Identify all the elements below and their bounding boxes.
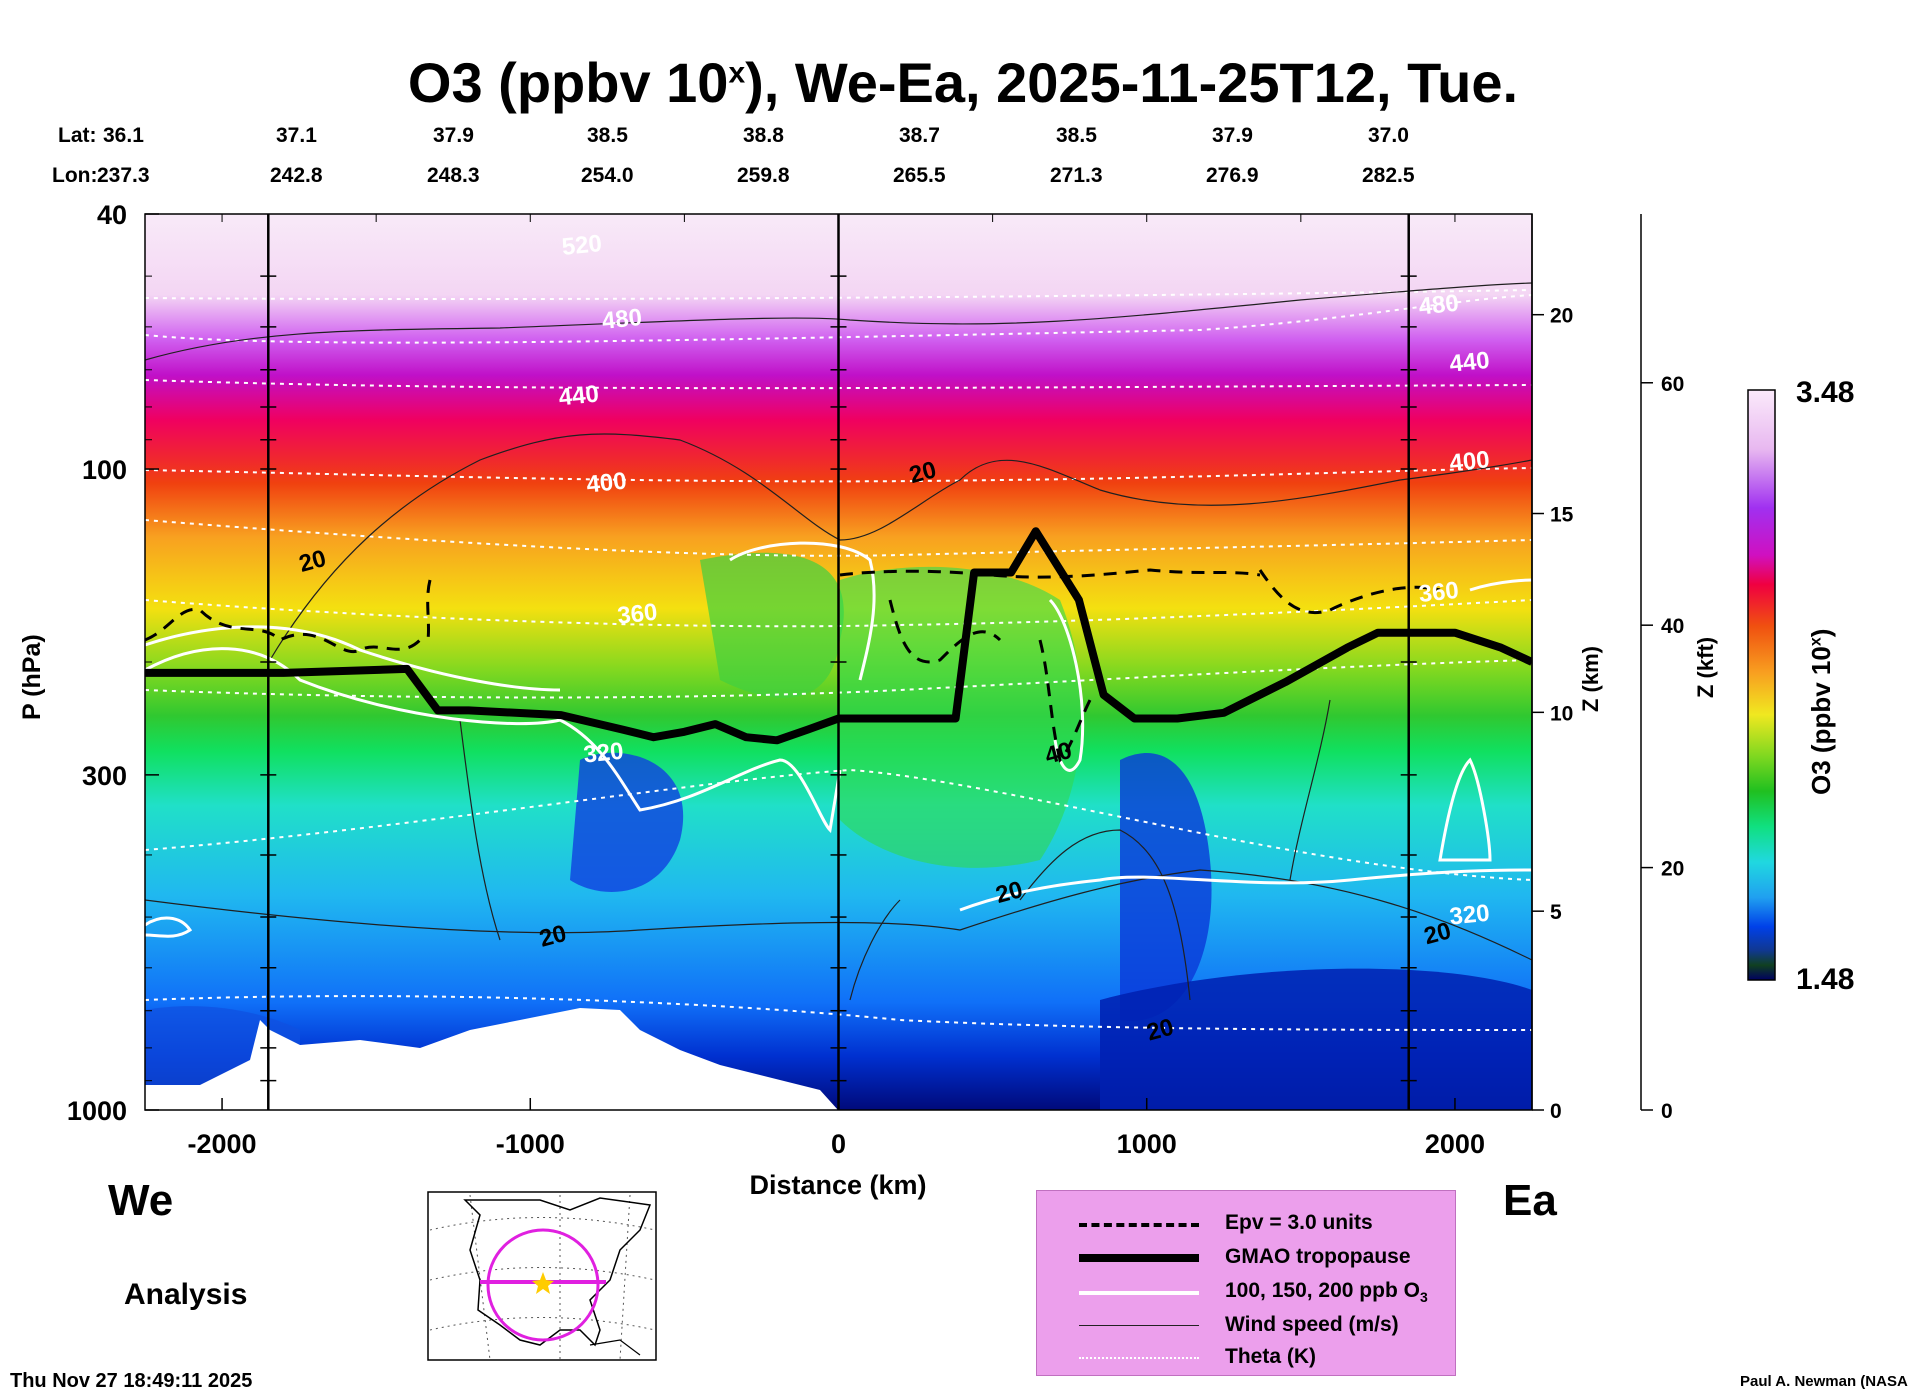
lat-value: 36.1 <box>103 124 144 147</box>
vertical-lines <box>260 214 1417 1110</box>
lon-value: 242.8 <box>270 164 323 187</box>
legend-label: Epv = 3.0 units <box>1225 1211 1373 1234</box>
z-kft-tick-label: 60 <box>1661 373 1684 396</box>
legend-swatch-dotted <box>1079 1357 1199 1359</box>
y-tick-label: 40 <box>97 200 127 230</box>
legend-swatch-thin <box>1079 1325 1199 1326</box>
theta-label: 440 <box>557 380 600 411</box>
lat-value: 38.8 <box>743 124 784 147</box>
z-kft-axis-label: Z (kft) <box>1693 636 1718 698</box>
y-axis: 40 100 300 1000 <box>67 200 159 1126</box>
theta-label: 360 <box>616 599 659 630</box>
map-circle <box>486 1228 600 1342</box>
lon-label: Lon: <box>52 164 98 187</box>
z-km-axis-label: Z (km) <box>1578 646 1603 712</box>
legend-label: Wind speed (m/s) <box>1225 1313 1399 1336</box>
east-label: Ea <box>1503 1176 1557 1225</box>
lat-value: 37.1 <box>276 124 317 147</box>
y-tick-label: 1000 <box>67 1096 127 1126</box>
x-tick-label: 2000 <box>1425 1129 1485 1159</box>
chart-title: O3 (ppbv 10x), We-Ea, 2025-11-25T12, Tue… <box>407 51 1519 114</box>
lat-value: 37.9 <box>433 124 474 147</box>
x-tick-label: -2000 <box>188 1129 257 1159</box>
legend: Epv = 3.0 units GMAO tropopause 100, 150… <box>1036 1190 1456 1376</box>
y-tick-label: 100 <box>82 455 127 485</box>
colorbar-max: 3.48 <box>1796 376 1855 409</box>
lon-value: 259.8 <box>737 164 790 187</box>
timestamp: Thu Nov 27 18:49:11 2025 <box>10 1370 253 1392</box>
y-axis-label: P (hPa) <box>18 634 46 720</box>
lon-value: 265.5 <box>893 164 946 187</box>
z-km-tick-label: 15 <box>1550 504 1574 527</box>
lat-value: 38.7 <box>899 124 940 147</box>
legend-swatch-thick <box>1079 1254 1199 1262</box>
z-kft-tick-label: 40 <box>1661 615 1684 638</box>
theta-label: 440 <box>1448 347 1491 378</box>
z-km-tick-label: 5 <box>1550 901 1562 924</box>
legend-item-o3: 100, 150, 200 ppb O3 <box>1037 1277 1455 1307</box>
legend-item-epv: Epv = 3.0 units <box>1037 1209 1455 1239</box>
legend-item-wind: Wind speed (m/s) <box>1037 1311 1455 1341</box>
z-kft-axis: 0 20 40 60 <box>1640 214 1684 1123</box>
theta-label: 480 <box>601 304 644 335</box>
analysis-label: Analysis <box>124 1278 248 1311</box>
lat-value: 38.5 <box>1056 124 1097 147</box>
credit: Paul A. Newman (NASA <box>1740 1373 1908 1390</box>
theta-label: 400 <box>1448 446 1491 477</box>
legend-swatch-dashed <box>1079 1223 1199 1227</box>
locator-map <box>427 1191 657 1361</box>
theta-label: 320 <box>1448 900 1491 931</box>
theta-label: 320 <box>582 738 625 769</box>
legend-label: GMAO tropopause <box>1225 1245 1411 1268</box>
x-tick-label: 1000 <box>1117 1129 1177 1159</box>
legend-item-theta: Theta (K) <box>1037 1343 1455 1373</box>
legend-item-tropopause: GMAO tropopause <box>1037 1243 1455 1273</box>
lat-value: 37.0 <box>1368 124 1409 147</box>
lat-value: 38.5 <box>587 124 628 147</box>
lat-value: 37.9 <box>1212 124 1253 147</box>
theta-label: 520 <box>561 230 604 261</box>
z-km-tick-label: 20 <box>1550 305 1573 328</box>
theta-label: 400 <box>585 468 628 499</box>
z-kft-tick-label: 20 <box>1661 858 1684 881</box>
x-tick-label: 0 <box>831 1129 846 1159</box>
colorbar-label: O3 (ppbv 10x) <box>1806 628 1836 795</box>
lon-value: 276.9 <box>1206 164 1259 187</box>
lat-label: Lat: <box>58 124 97 147</box>
z-km-tick-label: 0 <box>1550 1100 1562 1123</box>
z-km-tick-label: 10 <box>1550 702 1573 725</box>
lon-value: 248.3 <box>427 164 480 187</box>
lon-value: 271.3 <box>1050 164 1103 187</box>
x-tick-label: -1000 <box>496 1129 565 1159</box>
y-tick-label: 300 <box>82 761 127 791</box>
west-label: We <box>108 1176 174 1225</box>
colorbar <box>1747 389 1776 981</box>
z-km-axis: 0 5 10 15 20 <box>1531 214 1574 1123</box>
lon-value: 282.5 <box>1362 164 1415 187</box>
legend-label: 100, 150, 200 ppb O3 <box>1225 1279 1428 1306</box>
theta-label-group: 520 480 480 440 440 400 400 360 360 320 320 <box>557 230 1490 931</box>
colorbar-min: 1.48 <box>1796 963 1855 996</box>
lon-value: 237.3 <box>97 164 150 187</box>
x-axis-label: Distance (km) <box>749 1170 927 1200</box>
x-axis: -2000 -1000 0 1000 2000 <box>188 214 1485 1159</box>
map-star-icon <box>532 1272 554 1294</box>
continent-outline <box>463 1197 652 1347</box>
tropopause-line <box>145 527 1532 745</box>
legend-label: Theta (K) <box>1225 1345 1316 1368</box>
legend-swatch-white <box>1079 1291 1199 1295</box>
lon-value: 254.0 <box>581 164 634 187</box>
wind-contours <box>145 282 1532 1001</box>
z-kft-tick-label: 0 <box>1661 1100 1673 1123</box>
theta-label: 360 <box>1417 577 1460 608</box>
o3-contours <box>145 541 1532 938</box>
theta-contours <box>145 289 1532 1031</box>
theta-label: 480 <box>1417 290 1460 321</box>
